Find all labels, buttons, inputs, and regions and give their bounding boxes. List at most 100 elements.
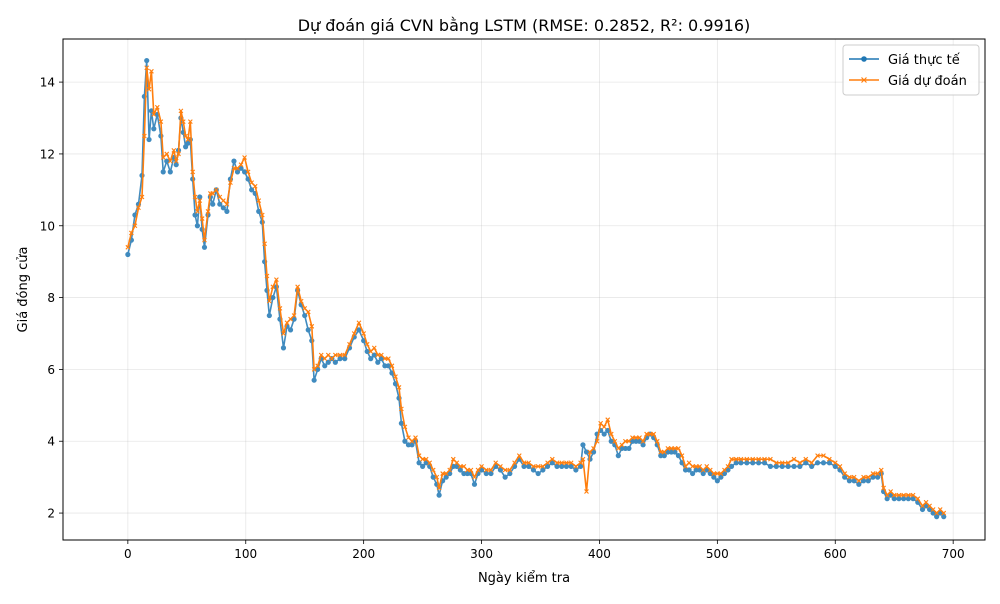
- y-tick-label: 10: [40, 219, 55, 233]
- data-point: [213, 187, 219, 193]
- data-point: [498, 463, 503, 469]
- data-point: [821, 453, 826, 458]
- data-point: [468, 467, 474, 473]
- data-point: [256, 208, 262, 214]
- data-point: [744, 456, 750, 462]
- data-point: [797, 463, 803, 469]
- data-point: [277, 305, 283, 311]
- data-point: [430, 467, 436, 473]
- data-point: [148, 108, 155, 114]
- data-point: [568, 463, 574, 469]
- data-point: [187, 119, 193, 124]
- data-point: [270, 294, 276, 301]
- data-point: [507, 467, 513, 473]
- data-point: [815, 453, 820, 458]
- data-point: [785, 463, 791, 469]
- data-point: [668, 446, 674, 451]
- data-point: [718, 474, 724, 480]
- data-point: [644, 431, 650, 437]
- data-point: [234, 169, 241, 175]
- data-point: [545, 460, 550, 466]
- data-point: [870, 471, 876, 476]
- data-point: [941, 514, 947, 520]
- data-point: [683, 463, 688, 469]
- data-point: [901, 496, 907, 502]
- data-point: [311, 367, 317, 372]
- data-point: [488, 470, 494, 477]
- x-axis-label: Ngày kiểm tra: [478, 571, 570, 586]
- data-point: [351, 331, 357, 336]
- data-point: [396, 384, 402, 390]
- data-point: [803, 460, 809, 466]
- data-point: [797, 460, 803, 466]
- y-axis: 2 4 6 8 10 12 14: [40, 76, 63, 521]
- data-point: [144, 65, 150, 71]
- data-point: [436, 492, 442, 498]
- data-point: [891, 492, 897, 498]
- data-point: [814, 460, 821, 466]
- y-tick-label: 14: [40, 76, 55, 90]
- data-point: [930, 507, 936, 512]
- data-point: [332, 359, 338, 365]
- data-point: [530, 467, 537, 473]
- data-point: [171, 147, 177, 153]
- data-point: [242, 155, 247, 160]
- data-point: [249, 180, 255, 186]
- data-point: [580, 456, 586, 462]
- data-point: [402, 438, 408, 444]
- data-point: [288, 316, 293, 322]
- data-point: [559, 460, 565, 466]
- data-point: [176, 151, 181, 157]
- data-point: [870, 474, 876, 480]
- data-point: [149, 68, 154, 74]
- data-point: [364, 348, 370, 355]
- data-point: [718, 471, 724, 476]
- data-point: [457, 463, 463, 469]
- data-point: [434, 474, 440, 480]
- data-point: [420, 463, 426, 469]
- data-point: [443, 474, 449, 480]
- x-tick-label: 500: [706, 547, 729, 561]
- data-point: [809, 460, 815, 466]
- data-point: [559, 463, 565, 469]
- data-point: [406, 435, 411, 441]
- data-point: [826, 460, 832, 466]
- data-point: [318, 352, 324, 358]
- data-point: [202, 237, 207, 243]
- data-point: [238, 162, 244, 168]
- data-point: [259, 212, 265, 218]
- data-point: [779, 460, 785, 466]
- data-point: [608, 438, 614, 444]
- data-point: [598, 420, 604, 426]
- data-point: [311, 377, 317, 383]
- data-point: [266, 312, 272, 319]
- data-point: [601, 424, 607, 430]
- data-point: [875, 471, 881, 476]
- data-point: [521, 463, 527, 469]
- y-tick-label: 12: [40, 147, 55, 161]
- data-point: [197, 194, 203, 200]
- data-point: [612, 438, 618, 444]
- data-point: [896, 492, 902, 498]
- data-point: [347, 341, 352, 347]
- data-point: [160, 155, 166, 160]
- data-point: [704, 463, 710, 469]
- y-tick-label: 8: [47, 291, 55, 305]
- data-point: [803, 456, 809, 462]
- data-point: [661, 449, 667, 455]
- data-point: [535, 463, 541, 469]
- data-point: [125, 251, 131, 258]
- data-point: [861, 474, 866, 480]
- data-point: [281, 331, 286, 336]
- data-point: [125, 244, 131, 250]
- data-point: [728, 463, 735, 469]
- data-point: [146, 86, 152, 92]
- data-point: [368, 349, 374, 354]
- data-point: [136, 205, 141, 211]
- data-point: [325, 359, 331, 365]
- data-point: [686, 460, 692, 466]
- data-point: [697, 463, 703, 469]
- data-point: [665, 446, 671, 451]
